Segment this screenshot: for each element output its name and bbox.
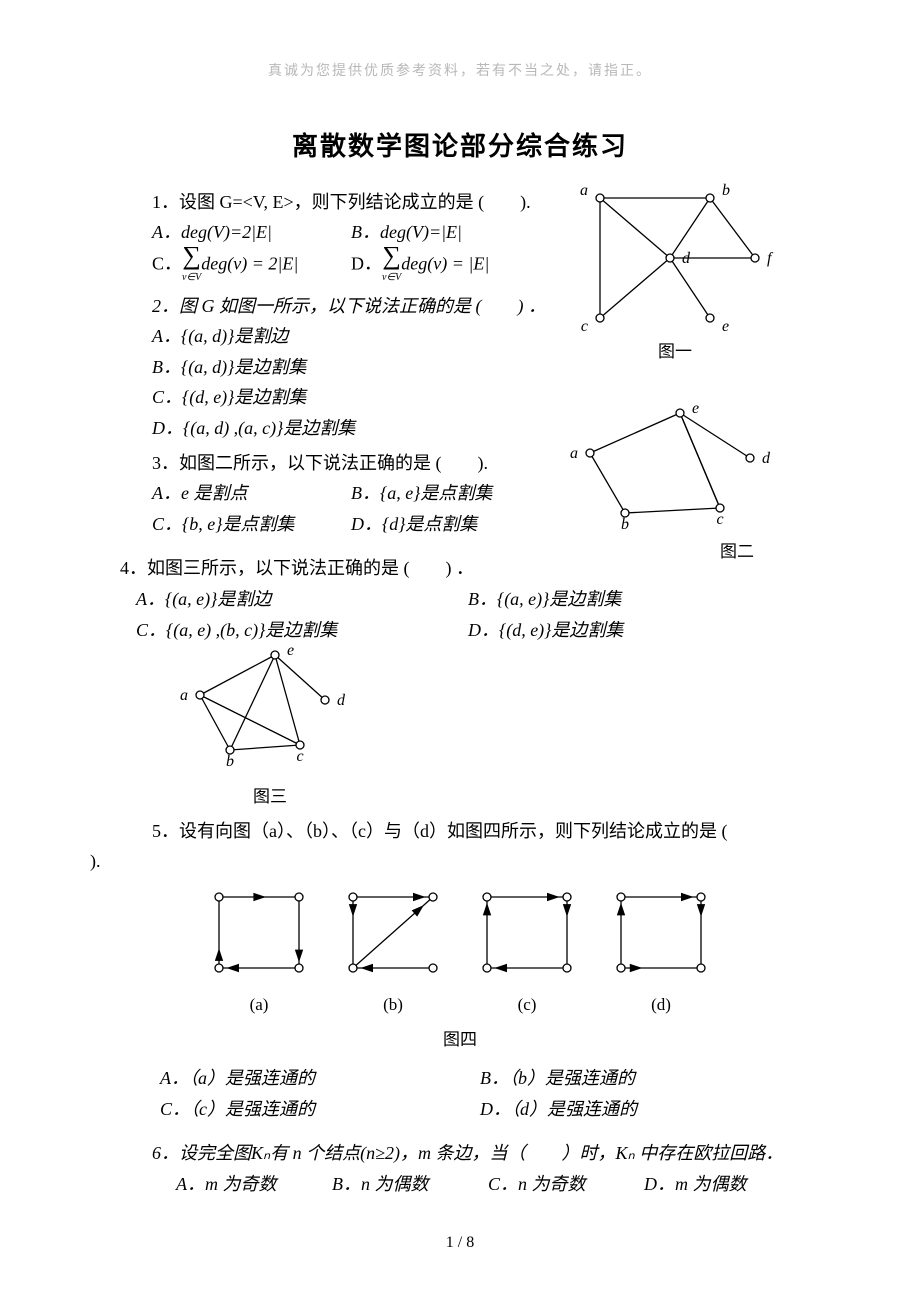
q4-optC: C．{(a, e) ,(b, c)}是边割集 [136,615,468,646]
q2-optD: D．{(a, d) ,(a, c)}是边割集 [152,413,550,444]
q2-optA: A．{(a, d)}是割边 [152,321,550,352]
page-number: 1 / 8 [0,1234,920,1252]
figure-2: e a d b c 图二 [570,403,780,567]
q6-optB: B．n 为偶数 [332,1169,488,1200]
svg-text:b: b [722,183,730,199]
figure-3: e a d b c 图三 [180,645,360,811]
q5-optD: D．（d）是强连通的 [480,1094,800,1125]
svg-text:d: d [682,250,691,267]
figure-2-caption: 图二 [570,538,780,567]
figure-4-caption: 图四 [120,1026,800,1055]
svg-text:b: b [226,753,234,770]
q6-optC: C．n 为奇数 [488,1169,644,1200]
figure-1: a b c d e f 图一 [570,183,780,367]
svg-text:c: c [716,511,723,528]
q5-optB: B．（b）是强连通的 [480,1063,800,1094]
svg-text:e: e [287,645,294,659]
figure-3-caption: 图三 [180,783,360,812]
svg-text:d: d [337,692,346,709]
q5-stem-tail: ). [90,846,800,877]
q3-optD: D．{d}是点割集 [351,509,550,540]
svg-text:f: f [767,250,774,267]
q4-optD: D．{(d, e)}是边割集 [468,615,800,646]
q2-stem: 2．图 G 如图一所示，以下说法正确的是 ( ) ． [152,291,550,322]
page-title: 离散数学图论部分综合练习 [120,126,800,163]
svg-text:e: e [722,318,729,335]
q3-optA: A．e 是割点 [152,478,351,509]
q3-optB: B．{a, e}是点割集 [351,478,550,509]
q5-optC: C．（c）是强连通的 [160,1094,480,1125]
q6-optD: D．m 为偶数 [644,1169,800,1200]
q3-stem: 3．如图二所示，以下说法正确的是 ( ). [152,448,550,479]
q1-stem: 1．设图 G=<V, E>，则下列结论成立的是 ( ). [152,187,550,218]
q3-optC: C．{b, e}是点割集 [152,509,351,540]
svg-text:b: b [621,516,629,533]
q4-optB: B．{(a, e)}是边割集 [468,584,800,615]
q4-optA: A．{(a, e)}是割边 [136,584,468,615]
svg-text:a: a [180,687,188,704]
svg-text:e: e [692,403,699,417]
q2-optB: B．{(a, d)}是边割集 [152,352,550,383]
q2-optC: C．{(d, e)}是边割集 [152,382,550,413]
q6-stem: 6．设完全图Kₙ有 n 个结点(n≥2)，m 条边，当（ ）时，Kₙ 中存在欧拉… [152,1138,800,1169]
q5-stem: 5．设有向图（a）、（b）、（c）与（d）如图四所示，则下列结论成立的是 ( [152,816,800,847]
q1-optC: C．∑v∈Vdeg(v) = 2|E| [152,246,351,285]
q6-optA: A．m 为奇数 [176,1169,332,1200]
svg-text:d: d [762,450,771,467]
svg-text:a: a [570,445,578,462]
watermark-text: 真诚为您提供优质参考资料，若有不当之处，请指正。 [0,60,920,80]
svg-text:c: c [581,318,588,335]
q1-optB: B．deg(V)=|E| [351,218,550,246]
q5-optA: A．（a）是强连通的 [160,1063,480,1094]
figure-1-caption: 图一 [570,338,780,367]
svg-text:c: c [296,748,303,765]
q1-optD: D．∑v∈Vdeg(v) = |E| [351,246,550,285]
figure-4: (a)(b)(c)(d) [120,885,800,1020]
svg-text:a: a [580,183,588,199]
